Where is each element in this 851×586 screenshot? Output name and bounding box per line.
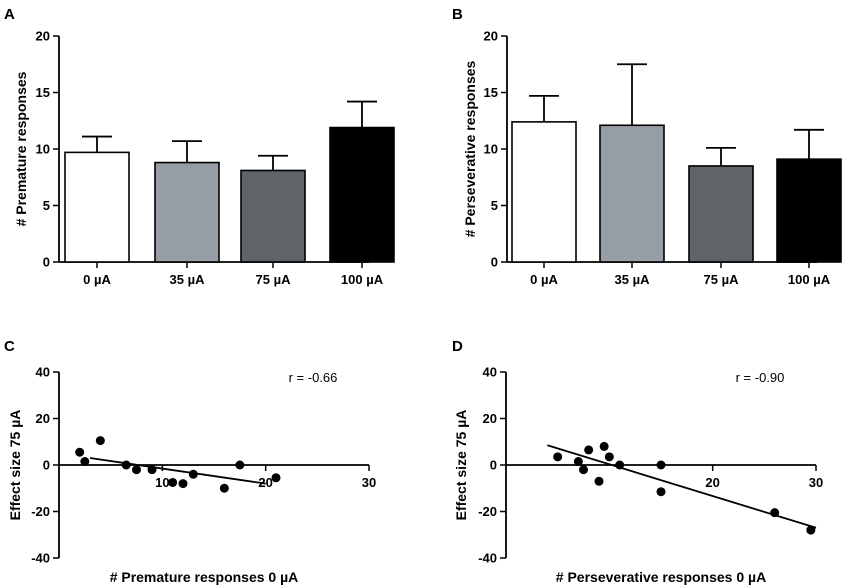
y-tick-label: 10 xyxy=(484,142,498,157)
y-tick-label: 0 xyxy=(491,255,498,270)
x-tick-label: 20 xyxy=(705,475,719,490)
data-point xyxy=(656,487,666,497)
bar xyxy=(64,151,130,263)
y-tick-label: 20 xyxy=(36,29,50,44)
y-tick-label: 10 xyxy=(36,142,50,157)
y-tick-label: 5 xyxy=(43,198,50,213)
x-tick-label: 10 xyxy=(155,475,169,490)
data-point xyxy=(132,465,141,475)
panel-letter-c: C xyxy=(4,338,15,355)
data-point xyxy=(178,479,188,489)
x-category-label: 0 µA xyxy=(83,272,111,287)
data-point xyxy=(188,469,198,479)
data-point xyxy=(80,457,90,467)
y-tick-label: -40 xyxy=(478,551,497,566)
data-point xyxy=(121,460,131,470)
data-point xyxy=(553,452,563,462)
y-axis-title: Effect size 75 µA xyxy=(7,410,23,521)
data-point xyxy=(579,465,588,475)
y-axis-title: # Perseverative responses xyxy=(462,60,478,237)
data-point xyxy=(95,436,105,446)
x-category-label: 75 µA xyxy=(704,272,740,287)
y-tick-label: 0 xyxy=(43,255,50,270)
y-tick-label: 20 xyxy=(484,29,498,44)
y-tick-label: 20 xyxy=(36,411,50,426)
y-tick-label: 20 xyxy=(483,411,497,426)
panel-letter-d: D xyxy=(452,338,463,355)
y-tick-label: -40 xyxy=(31,551,50,566)
data-point xyxy=(235,460,245,470)
x-category-label: 75 µA xyxy=(256,272,292,287)
x-category-label: 35 µA xyxy=(170,272,206,287)
y-tick-label: -20 xyxy=(31,504,50,519)
y-tick-label: 0 xyxy=(43,458,50,473)
chart-perseverative-bar: 0 5 10 15 20 # Perseverative responses 0 µA 35 … xyxy=(462,29,842,287)
bar xyxy=(599,124,665,263)
x-category-label: 0 µA xyxy=(530,272,558,287)
data-point xyxy=(219,483,229,493)
y-axis-title: Effect size 75 µA xyxy=(453,410,469,521)
y-tick-label: 5 xyxy=(491,198,498,213)
x-axis-title: # Perseverative responses 0 µA xyxy=(556,569,766,585)
panel-letter-a: A xyxy=(4,6,15,23)
correlation-label: r = -0.90 xyxy=(736,370,785,385)
data-point xyxy=(584,445,594,455)
data-point xyxy=(656,460,666,470)
bar xyxy=(154,161,220,263)
data-point xyxy=(168,477,178,487)
regression-line xyxy=(89,457,266,485)
bar xyxy=(511,121,577,263)
x-category-label: 35 µA xyxy=(615,272,651,287)
y-tick-label: -20 xyxy=(478,504,497,519)
data-point xyxy=(573,457,583,467)
x-category-label: 100 µA xyxy=(788,272,831,287)
y-tick-label: 40 xyxy=(483,365,497,380)
data-point xyxy=(599,441,609,451)
y-tick-label: 0 xyxy=(490,458,497,473)
y-tick-label: 15 xyxy=(36,85,50,100)
x-axis-title: # Premature responses 0 µA xyxy=(110,569,299,585)
x-category-label: 100 µA xyxy=(341,272,384,287)
chart-premature-bar: 0 5 10 15 20 # Premature responses 0 µA 35 µA 75… xyxy=(13,29,395,287)
x-tick-label: 30 xyxy=(809,475,823,490)
bar xyxy=(688,165,754,263)
panel-letter-b: B xyxy=(452,6,463,23)
y-tick-label: 15 xyxy=(484,85,498,100)
y-tick-label: 40 xyxy=(36,365,50,380)
chart-premature-scatter: -40 -20 0 20 40 10 20 30 r = -0.66 # Premature re… xyxy=(7,365,376,586)
y-axis-title: # Premature responses xyxy=(13,71,29,226)
data-point xyxy=(615,460,625,470)
bar xyxy=(329,126,395,263)
data-point xyxy=(271,473,281,483)
data-point xyxy=(594,476,604,486)
x-tick-label: 20 xyxy=(258,475,272,490)
data-point xyxy=(75,447,85,457)
correlation-label: r = -0.66 xyxy=(289,370,338,385)
x-tick-label: 30 xyxy=(362,475,376,490)
bar xyxy=(776,158,842,263)
chart-perseverative-scatter: -40 -20 0 20 40 20 30 r = -0.90 # Perseverative … xyxy=(453,365,823,586)
data-point xyxy=(147,465,157,475)
data-point xyxy=(770,508,780,518)
data-point xyxy=(806,525,816,535)
data-point xyxy=(604,452,614,462)
bar xyxy=(240,169,306,263)
